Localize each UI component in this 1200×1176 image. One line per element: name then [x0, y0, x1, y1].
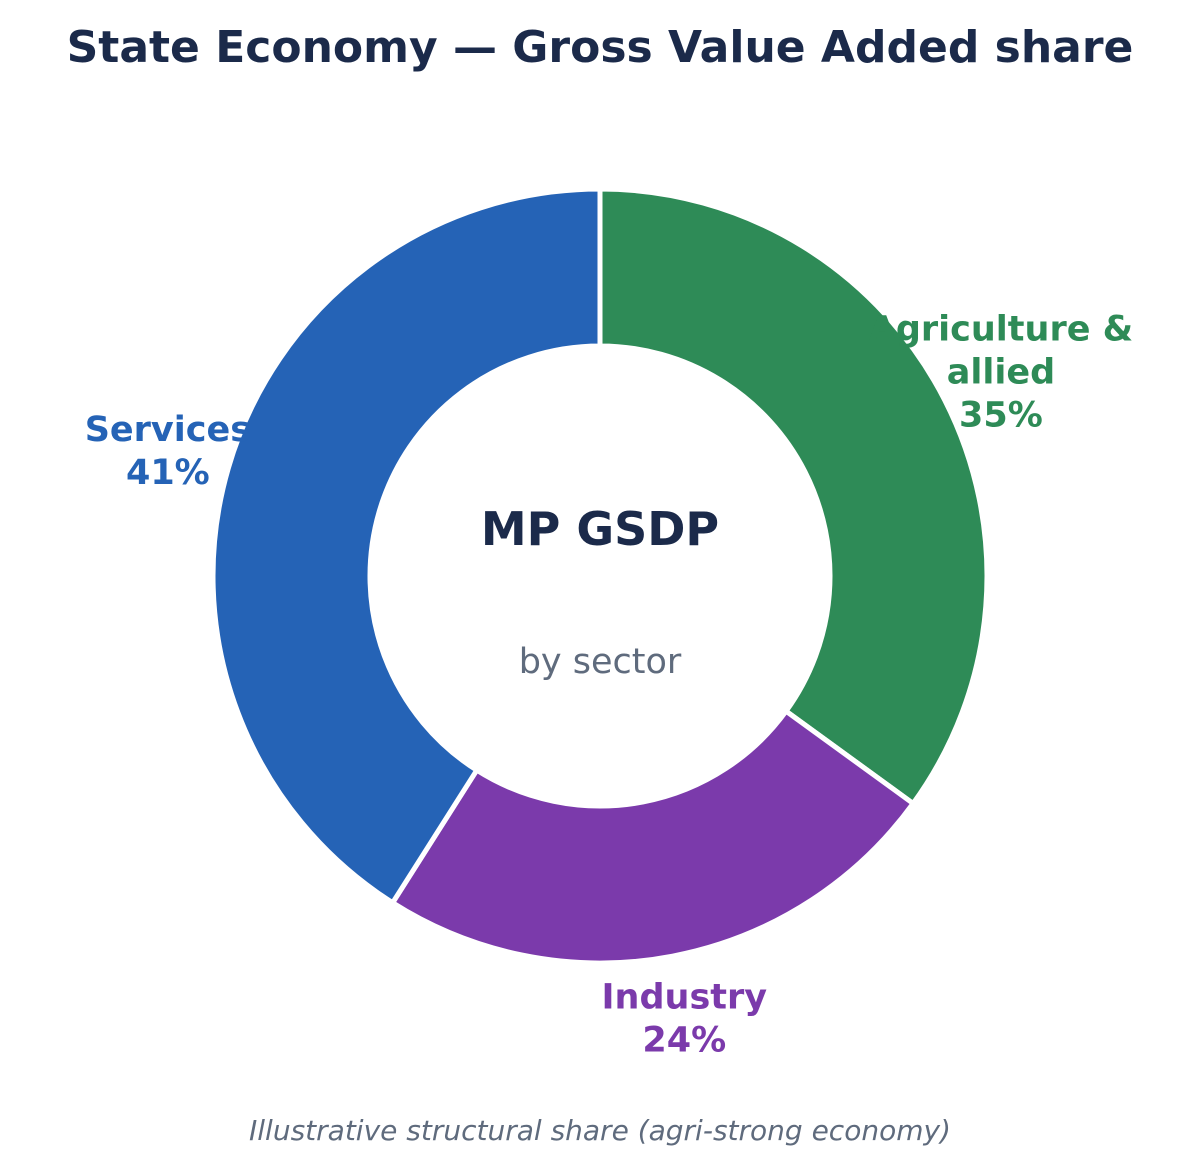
slice-name-label: allied: [947, 353, 1055, 393]
slice-industry: [390, 708, 916, 966]
slice-label-services: Services 41%: [85, 410, 251, 493]
chart-title: State Economy — Gross Value Added share: [66, 22, 1134, 73]
slice-name-label: Agriculture &: [869, 310, 1133, 350]
slice-services: [210, 186, 603, 906]
center-subtitle: by sector: [519, 642, 682, 682]
slice-label-agriculture-allied: Agriculture & allied 35%: [869, 310, 1133, 436]
donut-slices: [210, 186, 990, 966]
slice-value-label: 24%: [642, 1021, 726, 1061]
slice-name-label: Services: [85, 410, 251, 450]
slice-label-industry: Industry 24%: [602, 978, 768, 1061]
slice-labels: Agriculture & allied 35% Industry 24% Service…: [85, 310, 1133, 1061]
slice-value-label: 41%: [126, 453, 210, 493]
center-title: MP GSDP: [481, 502, 719, 556]
slice-value-label: 35%: [959, 396, 1043, 436]
slice-agriculture-allied: [597, 186, 990, 806]
footnote: Illustrative structural share (agri-stro…: [249, 1114, 951, 1147]
slice-name-label: Industry: [602, 978, 768, 1018]
